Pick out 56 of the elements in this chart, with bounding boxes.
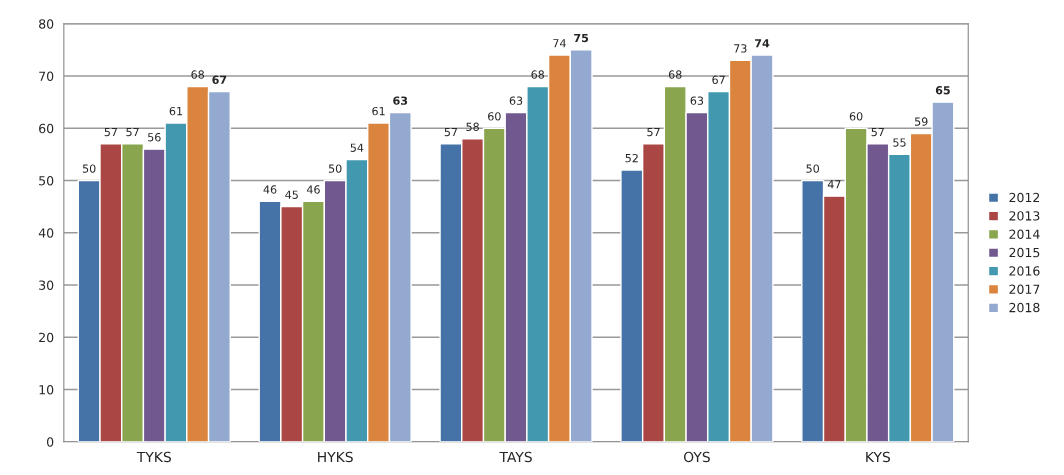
data-label: 57 <box>444 127 458 137</box>
y-tick-label: 60 <box>39 123 54 134</box>
data-label: 74 <box>553 39 566 48</box>
legend-label: 2013 <box>1009 211 1040 221</box>
legend-label: 2018 <box>1009 302 1040 313</box>
data-label: 68 <box>191 70 204 79</box>
data-label: 60 <box>849 112 863 121</box>
data-label: 46 <box>263 185 277 194</box>
legend-label: 2015 <box>1009 247 1040 258</box>
data-label: 47 <box>827 180 841 189</box>
data-label: 68 <box>668 70 682 79</box>
data-label: 67 <box>712 75 725 84</box>
data-label: 52 <box>625 153 638 163</box>
y-tick-label: 80 <box>39 19 54 29</box>
y-tick-label: 0 <box>46 437 54 447</box>
data-label: 57 <box>104 127 117 137</box>
legend-label: 2012 <box>1009 192 1040 203</box>
y-tick-label: 30 <box>39 280 54 290</box>
data-label: 60 <box>488 112 501 121</box>
data-label: 63 <box>393 96 408 105</box>
legend-label: 2016 <box>1009 266 1040 276</box>
y-tick-label: 10 <box>39 384 54 395</box>
x-tick-label: KYS <box>866 451 890 463</box>
data-label: 46 <box>306 185 320 194</box>
data-label: 59 <box>915 117 928 126</box>
data-label: 63 <box>509 96 523 105</box>
data-label: 55 <box>893 138 906 147</box>
data-label: 58 <box>466 122 479 131</box>
data-label: 45 <box>285 190 298 199</box>
legend-label: 2014 <box>1009 229 1040 239</box>
data-label: 65 <box>935 86 950 95</box>
x-tick-label: OYS <box>683 451 710 463</box>
data-label: 67 <box>212 75 227 84</box>
data-label: 57 <box>647 127 660 137</box>
y-tick-label: 20 <box>39 332 54 343</box>
data-label: 54 <box>350 143 364 152</box>
data-label: 50 <box>82 164 96 173</box>
legend-label: 2017 <box>1009 284 1040 294</box>
data-label: 57 <box>126 127 139 137</box>
data-label: 75 <box>574 33 589 43</box>
data-label: 61 <box>372 106 385 116</box>
data-label: 74 <box>755 39 770 48</box>
y-tick-label: 70 <box>39 71 54 81</box>
x-tick-label: TYKS <box>136 451 171 463</box>
x-tick-label: TAYS <box>499 451 532 463</box>
y-tick-label: 40 <box>38 228 54 238</box>
data-label: 63 <box>690 96 704 105</box>
data-label: 50 <box>806 164 820 173</box>
data-label: 68 <box>531 70 545 79</box>
data-label: 50 <box>328 164 342 173</box>
x-tick-label: HYKS <box>318 451 353 463</box>
y-tick-label: 50 <box>39 175 54 186</box>
data-label: 57 <box>871 127 884 137</box>
data-label: 61 <box>169 106 183 116</box>
data-label: 73 <box>734 44 747 53</box>
data-label: 56 <box>148 133 161 142</box>
